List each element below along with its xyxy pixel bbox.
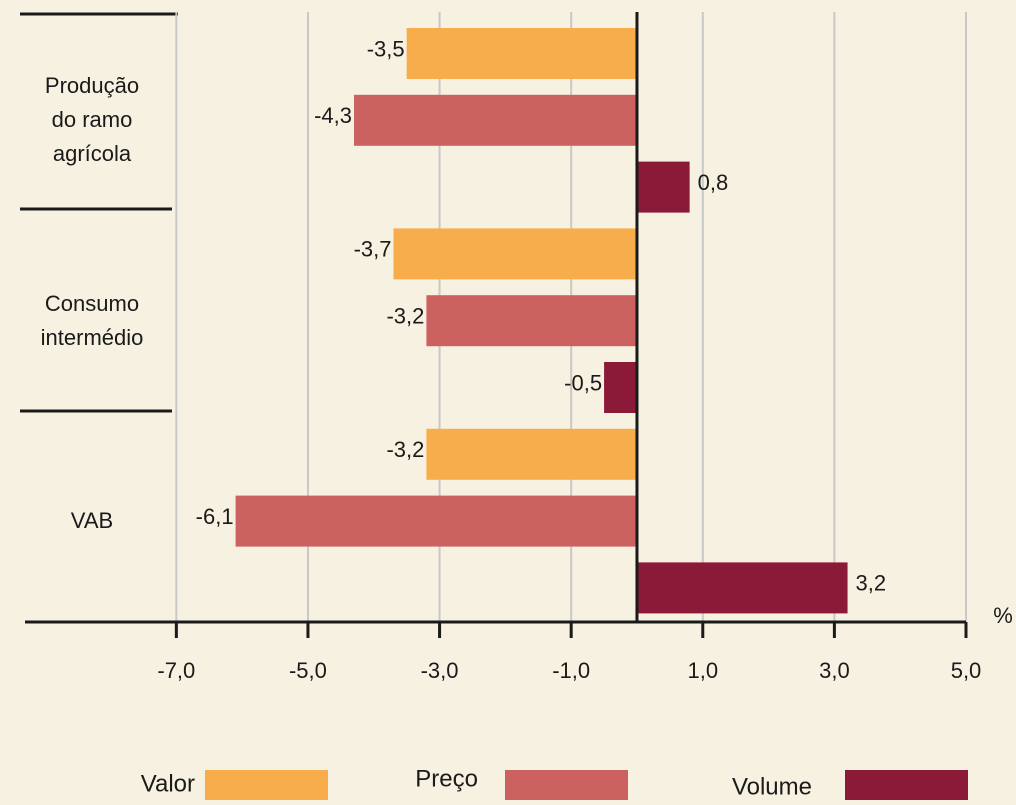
bar <box>426 428 637 480</box>
value-label: -4,3 <box>314 103 352 128</box>
category-label: Produção do ramo agrícola <box>44 73 140 167</box>
x-tick-label: -3,0 <box>421 658 459 683</box>
bar <box>604 362 637 413</box>
legend-label: Valor <box>141 770 195 797</box>
x-tick-label: 1,0 <box>687 658 718 683</box>
bar <box>426 295 637 347</box>
bar <box>354 94 637 146</box>
bar <box>393 228 637 280</box>
value-label: -0,5 <box>564 370 602 395</box>
x-tick-label: -7,0 <box>157 658 195 683</box>
legend-label: Preço <box>415 765 478 792</box>
value-label: -3,7 <box>354 237 392 262</box>
value-label: -6,1 <box>196 504 234 529</box>
x-tick-label: -1,0 <box>552 658 590 683</box>
bar <box>235 495 637 547</box>
value-label: 3,2 <box>856 571 887 596</box>
value-label: 0,8 <box>698 170 729 195</box>
x-tick-label: 3,0 <box>819 658 850 683</box>
category-label: Consumo intermédio <box>40 290 144 350</box>
x-axis-label: % <box>993 603 1013 628</box>
bar <box>636 161 690 213</box>
bar <box>406 28 637 79</box>
value-label: -3,2 <box>386 437 424 462</box>
legend-swatch <box>845 770 968 800</box>
x-tick-label: 5,0 <box>951 658 982 683</box>
category-label: VAB <box>70 508 114 534</box>
value-label: -3,2 <box>386 304 424 329</box>
legend-swatch <box>505 770 628 800</box>
bar <box>636 562 848 614</box>
legend-swatch <box>205 770 328 800</box>
legend-label: Volume <box>732 773 812 800</box>
value-label: -3,5 <box>367 36 405 61</box>
x-tick-label: -5,0 <box>289 658 327 683</box>
